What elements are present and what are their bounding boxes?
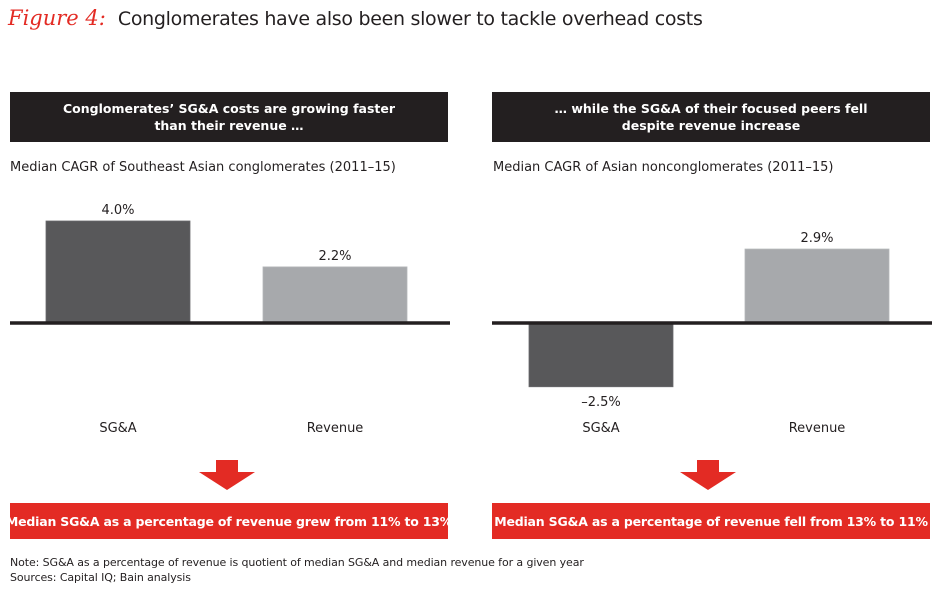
right-panel-header: … while the SG&A of their focused peers …: [492, 92, 930, 142]
bar-value-label: 4.0%: [101, 203, 134, 218]
category-label: Revenue: [789, 421, 846, 436]
left-chart-subtitle: Median CAGR of Southeast Asian conglomer…: [10, 160, 396, 175]
bar-sga: [528, 322, 674, 388]
figure-title-text: Conglomerates have also been slower to t…: [117, 8, 703, 30]
right-conclusion-box: Median SG&A as a percentage of revenue f…: [492, 503, 930, 539]
category-label: SG&A: [99, 421, 136, 436]
bar-revenue: [744, 248, 890, 324]
left-bar-chart: 4.0% SG&A 2.2% Revenue: [10, 203, 450, 436]
left-down-arrow-icon: [199, 460, 255, 490]
figure-title: Figure 4: Conglomerates have also been s…: [8, 6, 703, 30]
bar-charts: 4.0% SG&A 2.2% Revenue –2.5% SG&A 2.9% Revenue: [10, 203, 932, 436]
bar-revenue: [262, 266, 408, 324]
left-header-line-2: than their revenue …: [154, 118, 304, 133]
left-header-line-1: Conglomerates’ SG&A costs are growing fa…: [62, 101, 396, 116]
bar-value-label: –2.5%: [581, 395, 621, 410]
right-chart-subtitle: Median CAGR of Asian nonconglomerates (2…: [493, 160, 834, 175]
left-conclusion-box: Median SG&A as a percentage of revenue g…: [6, 503, 452, 539]
figure-label: Figure 4:: [8, 6, 106, 30]
footnote-sources: Sources: Capital IQ; Bain analysis: [10, 571, 191, 584]
right-down-arrow-icon: [680, 460, 736, 490]
bar-value-label: 2.2%: [318, 249, 351, 264]
category-label: SG&A: [582, 421, 619, 436]
category-label: Revenue: [307, 421, 364, 436]
right-header-line-1: … while the SG&A of their focused peers …: [554, 101, 868, 116]
right-header-line-2: despite revenue increase: [621, 118, 801, 133]
footnote-note: Note: SG&A as a percentage of revenue is…: [10, 556, 584, 569]
bar-value-label: 2.9%: [800, 231, 833, 246]
right-bar-chart: –2.5% SG&A 2.9% Revenue: [492, 231, 932, 436]
bar-sga: [45, 220, 191, 324]
left-panel-header: Conglomerates’ SG&A costs are growing fa…: [10, 92, 448, 142]
